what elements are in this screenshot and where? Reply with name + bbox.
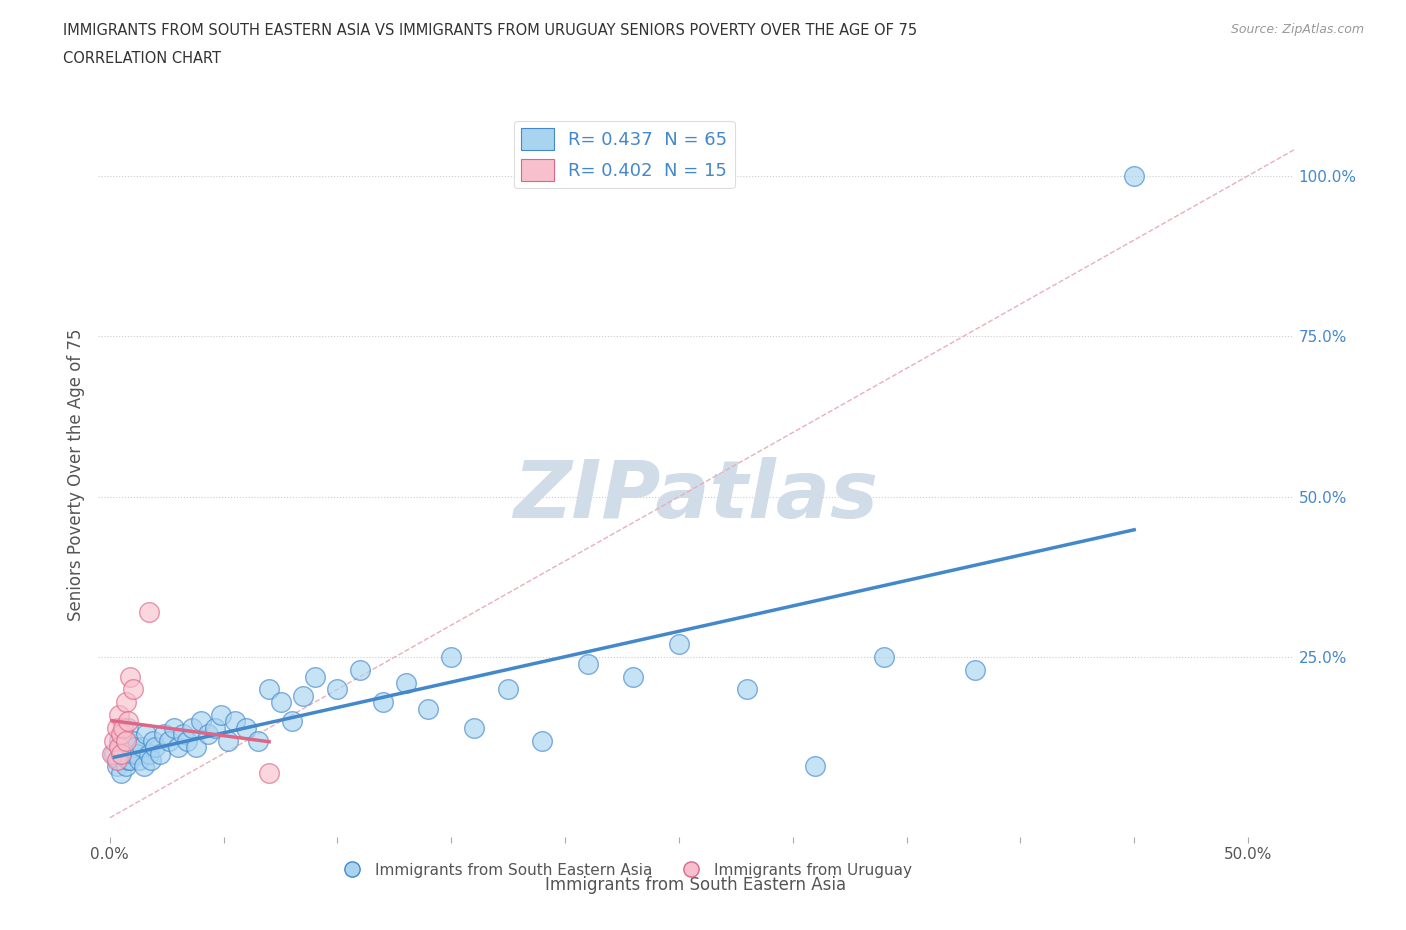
- Point: [270, 695, 292, 710]
- Point: [121, 746, 143, 761]
- Point: [1123, 168, 1146, 183]
- Point: [292, 688, 315, 703]
- Point: [531, 733, 554, 748]
- Point: [121, 733, 143, 748]
- Point: [153, 727, 176, 742]
- Point: [172, 727, 194, 742]
- Point: [176, 733, 198, 748]
- Text: Source: ZipAtlas.com: Source: ZipAtlas.com: [1230, 23, 1364, 36]
- Point: [114, 733, 136, 748]
- Text: IMMIGRANTS FROM SOUTH EASTERN ASIA VS IMMIGRANTS FROM URUGUAY SENIORS POVERTY OV: IMMIGRANTS FROM SOUTH EASTERN ASIA VS IM…: [63, 23, 917, 38]
- Point: [105, 752, 128, 767]
- Point: [576, 657, 599, 671]
- Point: [110, 727, 132, 742]
- Point: [108, 708, 131, 723]
- Point: [371, 695, 394, 710]
- Text: CORRELATION CHART: CORRELATION CHART: [63, 51, 221, 66]
- Point: [103, 746, 125, 761]
- Point: [668, 637, 690, 652]
- Point: [963, 663, 986, 678]
- Point: [114, 759, 136, 774]
- Point: [128, 752, 150, 767]
- Point: [186, 739, 208, 754]
- Legend: Immigrants from South Eastern Asia, Immigrants from Uruguay: Immigrants from South Eastern Asia, Immi…: [330, 857, 918, 884]
- Point: [257, 682, 280, 697]
- Point: [131, 739, 153, 754]
- Point: [132, 759, 155, 774]
- Point: [180, 721, 202, 736]
- Point: [224, 714, 246, 729]
- Point: [139, 752, 162, 767]
- Point: [496, 682, 519, 697]
- Point: [120, 669, 142, 684]
- Point: [120, 752, 142, 767]
- Point: [190, 714, 212, 729]
- Point: [121, 682, 143, 697]
- Point: [235, 721, 257, 736]
- Point: [149, 746, 172, 761]
- Point: [873, 650, 896, 665]
- Point: [108, 752, 131, 767]
- Text: ZIPatlas: ZIPatlas: [513, 457, 879, 535]
- Point: [143, 739, 166, 754]
- Point: [101, 746, 124, 761]
- Point: [197, 727, 219, 742]
- Point: [162, 721, 184, 736]
- Point: [246, 733, 269, 748]
- Point: [112, 727, 135, 742]
- X-axis label: Immigrants from South Eastern Asia: Immigrants from South Eastern Asia: [546, 876, 846, 895]
- Point: [110, 765, 132, 780]
- Point: [138, 746, 160, 761]
- Point: [440, 650, 463, 665]
- Point: [349, 663, 371, 678]
- Point: [735, 682, 758, 697]
- Point: [304, 669, 326, 684]
- Point: [281, 714, 304, 729]
- Point: [127, 746, 149, 761]
- Point: [108, 739, 131, 754]
- Point: [418, 701, 440, 716]
- Point: [326, 682, 349, 697]
- Point: [395, 675, 418, 690]
- Point: [142, 733, 165, 748]
- Point: [167, 739, 190, 754]
- Point: [110, 739, 132, 754]
- Point: [105, 759, 128, 774]
- Point: [257, 765, 280, 780]
- Point: [204, 721, 226, 736]
- Point: [135, 727, 157, 742]
- Point: [108, 733, 131, 748]
- Point: [117, 721, 139, 736]
- Point: [157, 733, 180, 748]
- Point: [114, 733, 136, 748]
- Y-axis label: Seniors Poverty Over the Age of 75: Seniors Poverty Over the Age of 75: [66, 328, 84, 620]
- Point: [117, 752, 139, 767]
- Point: [138, 604, 160, 619]
- Point: [463, 721, 485, 736]
- Point: [103, 733, 125, 748]
- Point: [621, 669, 644, 684]
- Point: [112, 746, 135, 761]
- Point: [217, 733, 239, 748]
- Point: [209, 708, 232, 723]
- Point: [105, 721, 128, 736]
- Point: [804, 759, 827, 774]
- Point: [112, 721, 135, 736]
- Point: [117, 714, 139, 729]
- Point: [124, 739, 146, 754]
- Point: [114, 695, 136, 710]
- Point: [120, 739, 142, 754]
- Point: [110, 746, 132, 761]
